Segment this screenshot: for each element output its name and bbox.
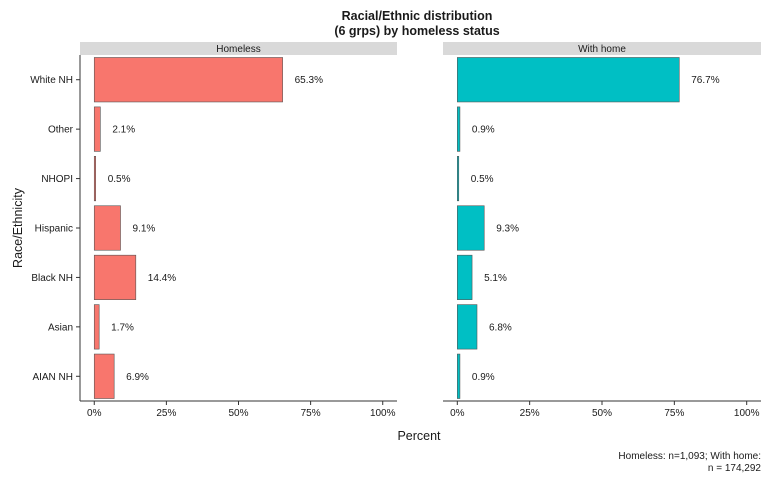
bar-value-label: 2.1%	[112, 125, 135, 136]
bar-homeless	[93, 106, 101, 152]
x-tick-label: 0%	[450, 408, 465, 419]
y-tick-label: Other	[48, 125, 74, 136]
x-tick-label: 75%	[664, 408, 684, 419]
y-axis-title: Race/Ethnicity	[11, 187, 25, 268]
bar-homeless	[93, 304, 100, 350]
facet-strip-label-with-home: With home	[578, 44, 626, 55]
bar-with-home	[457, 156, 460, 202]
bar-value-label: 1.7%	[111, 322, 134, 333]
bar-with-home	[457, 57, 680, 103]
chart-title: Racial/Ethnic distribution	[342, 9, 493, 23]
caption-line-2: n = 174,292	[708, 463, 762, 474]
y-tick-label: NHOPI	[41, 174, 73, 185]
facet-strip-homeless	[80, 42, 397, 55]
x-tick-label: 25%	[156, 408, 176, 419]
bar-value-label: 0.5%	[471, 174, 494, 185]
bar-homeless	[93, 254, 137, 300]
x-tick-label: 0%	[87, 408, 102, 419]
x-tick-label: 50%	[592, 408, 612, 419]
bar-value-label: 65.3%	[295, 75, 323, 86]
bar-value-label: 5.1%	[484, 273, 507, 284]
y-tick-label: AIAN NH	[32, 372, 73, 383]
bar-homeless	[93, 156, 97, 202]
bar-value-label: 9.1%	[133, 224, 156, 235]
bar-value-label: 6.8%	[489, 322, 512, 333]
bar-value-label: 14.4%	[148, 273, 176, 284]
y-tick-label: Hispanic	[35, 224, 73, 235]
x-tick-label: 50%	[228, 408, 248, 419]
bar-with-home	[457, 106, 461, 152]
bar-with-home	[457, 205, 485, 251]
bar-value-label: 0.9%	[472, 125, 495, 136]
bar-with-home	[457, 304, 478, 350]
bar-homeless	[93, 205, 121, 251]
x-tick-label: 75%	[301, 408, 321, 419]
y-tick-label: Asian	[48, 322, 73, 333]
y-tick-label: White NH	[30, 75, 73, 86]
x-axis-title: Percent	[397, 429, 441, 443]
y-tick-label: Black NH	[31, 273, 73, 284]
facet-strip-label-homeless: Homeless	[216, 44, 260, 55]
x-tick-label: 100%	[370, 408, 396, 419]
bar-value-label: 9.3%	[496, 224, 519, 235]
bar-value-label: 6.9%	[126, 372, 149, 383]
x-tick-label: 100%	[734, 408, 760, 419]
bar-with-home	[457, 254, 473, 300]
bar-value-label: 76.7%	[691, 75, 719, 86]
caption-line-1: Homeless: n=1,093; With home:	[618, 451, 761, 462]
bar-value-label: 0.9%	[472, 372, 495, 383]
x-tick-label: 25%	[520, 408, 540, 419]
facet-strip-with-home	[443, 42, 761, 55]
chart-subtitle: (6 grps) by homeless status	[334, 24, 499, 38]
bar-homeless	[93, 353, 115, 399]
bar-with-home	[457, 353, 461, 399]
bar-homeless	[93, 57, 283, 103]
bar-value-label: 0.5%	[108, 174, 131, 185]
